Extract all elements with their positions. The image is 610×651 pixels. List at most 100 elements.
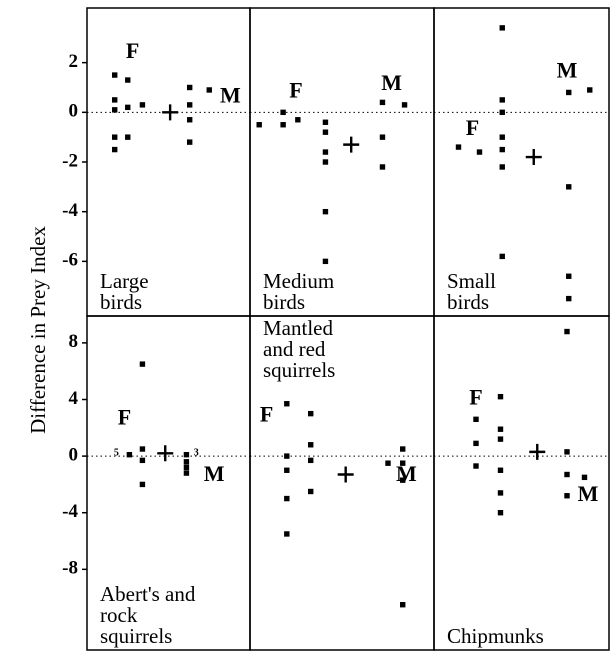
point <box>497 436 504 442</box>
point <box>322 149 329 155</box>
mean-marker <box>529 443 546 460</box>
y-tick-label: -4 <box>62 200 78 221</box>
point <box>401 102 408 108</box>
point <box>497 510 504 516</box>
annotation: F <box>466 115 479 140</box>
point <box>284 531 290 537</box>
panel-label: Small <box>447 269 496 293</box>
point <box>284 495 290 502</box>
annotation: F <box>260 402 273 427</box>
point <box>499 253 505 260</box>
point <box>112 134 118 140</box>
panel-label: squirrels <box>263 358 335 382</box>
point <box>280 109 286 116</box>
y-tick-label: -6 <box>62 250 78 271</box>
point <box>295 117 301 123</box>
point <box>385 460 391 466</box>
annotation: M <box>578 481 599 506</box>
point <box>497 467 504 473</box>
point <box>473 416 479 423</box>
point <box>400 446 406 452</box>
point <box>284 401 290 407</box>
point <box>186 102 193 108</box>
point <box>400 460 406 466</box>
point <box>308 410 314 417</box>
y-tick-label: -4 <box>62 501 78 522</box>
mean-marker <box>343 136 360 153</box>
point <box>183 470 190 476</box>
point <box>112 146 118 153</box>
annotation: F <box>126 38 139 63</box>
point <box>473 440 479 447</box>
point <box>183 451 190 458</box>
panel-border <box>433 315 610 651</box>
point <box>322 129 329 135</box>
mean-marker <box>337 466 354 483</box>
point <box>379 99 386 106</box>
point <box>499 109 505 116</box>
mean-marker <box>162 104 179 121</box>
point <box>186 84 193 91</box>
point <box>564 328 570 335</box>
point <box>139 446 146 452</box>
point <box>497 490 504 496</box>
annotation: 5 <box>114 448 119 459</box>
point <box>256 122 262 128</box>
point <box>308 442 314 448</box>
panel-label: Mantled <box>263 316 333 340</box>
y-tick-label: 0 <box>69 444 79 465</box>
point <box>139 361 146 367</box>
point <box>206 87 212 93</box>
panel-label: birds <box>447 290 489 314</box>
annotation: M <box>396 461 417 486</box>
mean-marker <box>157 445 174 462</box>
point <box>322 208 329 215</box>
point <box>112 97 118 103</box>
point <box>280 122 286 128</box>
point <box>183 464 190 471</box>
point <box>499 25 505 31</box>
point <box>499 146 505 153</box>
point <box>308 457 314 464</box>
panel-label: and red <box>263 337 326 361</box>
point <box>581 474 588 481</box>
point <box>284 467 290 473</box>
point <box>308 488 314 495</box>
point <box>322 258 329 265</box>
point <box>476 149 483 155</box>
annotation: M <box>381 70 402 95</box>
annotation: F <box>289 77 302 102</box>
annotation: 3 <box>194 448 199 459</box>
y-tick-label: 0 <box>69 101 79 122</box>
point <box>499 164 505 170</box>
point <box>139 481 146 488</box>
panel-label: birds <box>263 290 305 314</box>
point <box>566 184 572 190</box>
point <box>566 89 572 96</box>
point <box>125 104 131 111</box>
point <box>473 463 479 469</box>
point <box>499 134 505 140</box>
point <box>322 159 329 165</box>
point <box>566 273 572 279</box>
y-tick-label: -8 <box>62 558 78 579</box>
point <box>379 164 386 170</box>
point <box>183 459 190 465</box>
point <box>112 72 118 78</box>
mean-marker <box>525 149 542 166</box>
point <box>499 97 505 103</box>
annotation: F <box>469 385 482 410</box>
point <box>139 102 146 108</box>
point <box>400 477 406 483</box>
point <box>186 139 193 145</box>
panel-label: Large <box>100 269 149 293</box>
y-tick-label: 4 <box>69 388 79 409</box>
point <box>139 457 146 464</box>
point <box>455 144 462 150</box>
point <box>379 134 386 140</box>
point <box>126 451 133 458</box>
panel-label: squirrels <box>100 624 172 648</box>
point <box>400 602 406 608</box>
